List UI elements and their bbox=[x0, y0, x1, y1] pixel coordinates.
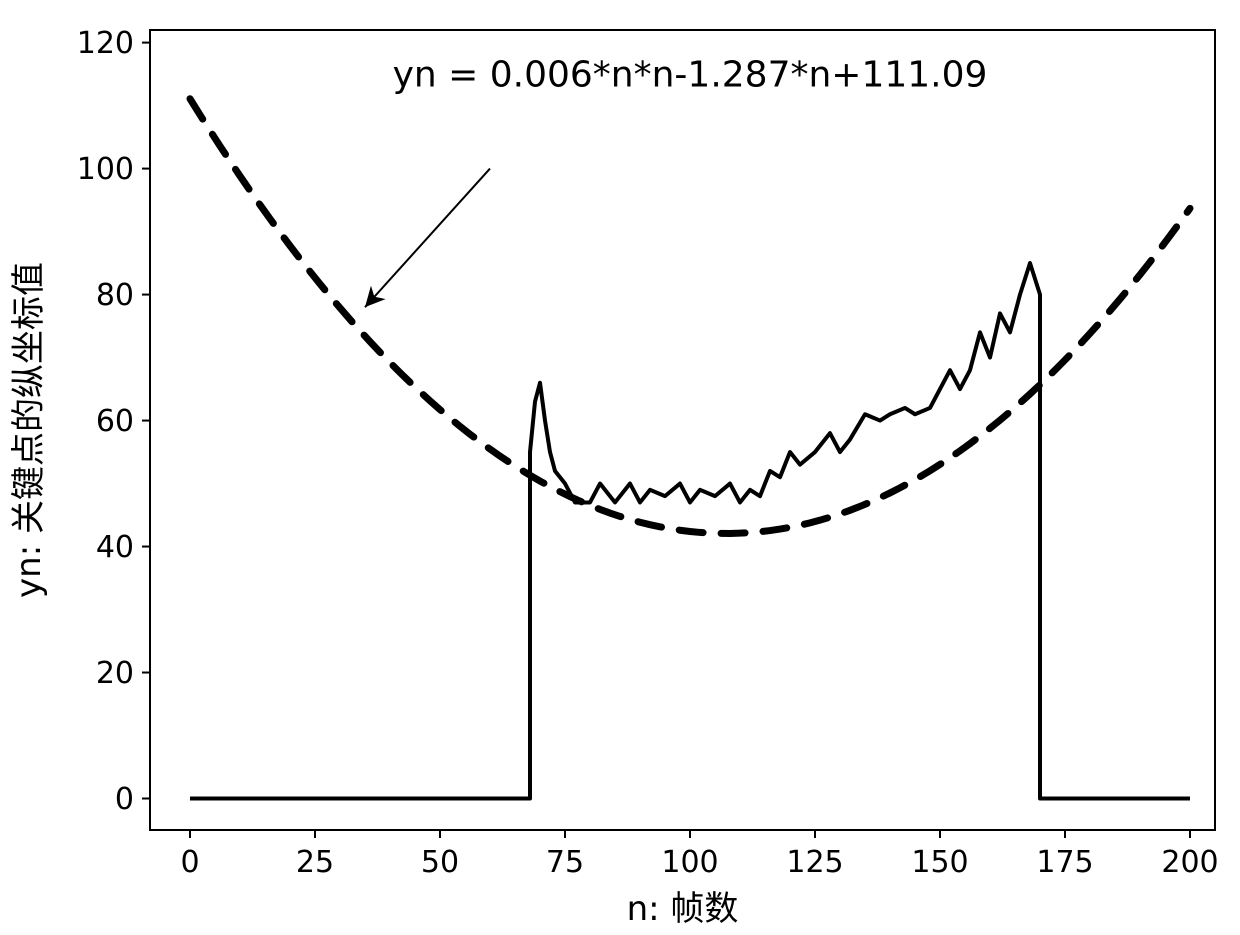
y-tick-label: 0 bbox=[115, 782, 134, 817]
x-tick-label: 75 bbox=[546, 845, 584, 880]
x-tick-label: 150 bbox=[911, 845, 968, 880]
y-tick-label: 120 bbox=[77, 26, 134, 61]
x-axis-label: n: 帧数 bbox=[627, 889, 739, 929]
chart-background bbox=[0, 0, 1240, 935]
y-tick-label: 100 bbox=[77, 152, 134, 187]
equation-annotation: yn = 0.006*n*n-1.287*n+111.09 bbox=[393, 55, 988, 96]
y-tick-label: 40 bbox=[96, 530, 134, 565]
chart-container: 0 25 50 75 100 125 150 175 200 0 20 40 60 80 100 120 n: … bbox=[0, 0, 1240, 935]
y-tick-label: 20 bbox=[96, 656, 134, 691]
x-tick-label: 200 bbox=[1161, 845, 1218, 880]
y-axis-label: yn: 关键点的纵坐标值 bbox=[9, 262, 49, 598]
x-tick-label: 100 bbox=[661, 845, 718, 880]
y-tick-label: 80 bbox=[96, 278, 134, 313]
y-tick-label: 60 bbox=[96, 404, 134, 439]
x-tick-label: 175 bbox=[1036, 845, 1093, 880]
x-tick-label: 50 bbox=[421, 845, 459, 880]
x-tick-label: 0 bbox=[180, 845, 199, 880]
x-tick-label: 25 bbox=[296, 845, 334, 880]
x-tick-label: 125 bbox=[786, 845, 843, 880]
line-chart: 0 25 50 75 100 125 150 175 200 0 20 40 60 80 100 120 n: … bbox=[0, 0, 1240, 935]
